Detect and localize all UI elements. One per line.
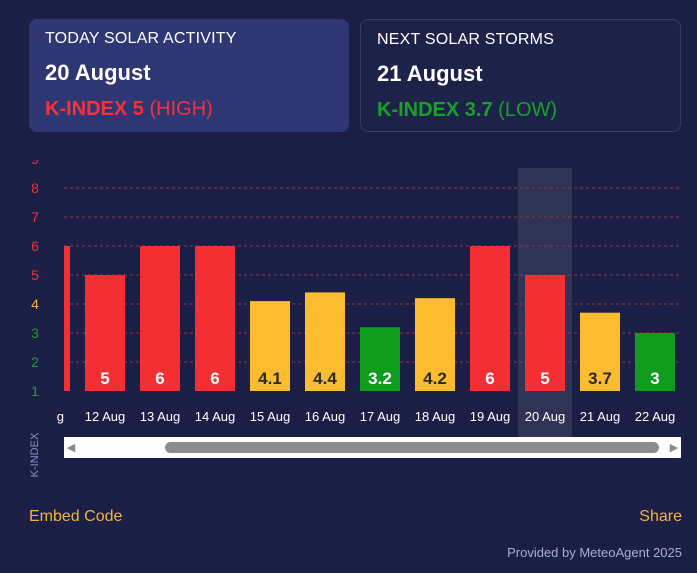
bar <box>85 275 125 391</box>
bar <box>580 312 620 391</box>
next-k-label: K-INDEX <box>377 99 460 121</box>
scroll-left-arrow-icon[interactable]: ◀ <box>66 442 76 454</box>
bar <box>415 298 455 391</box>
bar-value-label: 4.2 <box>423 369 447 388</box>
y-axis-title: K-INDEX <box>29 432 41 477</box>
today-card-date: 20 August <box>45 60 151 85</box>
scrollbar-thumb[interactable] <box>165 442 659 453</box>
x-tick-label: 15 Aug <box>250 409 291 424</box>
x-tick-label: 13 Aug <box>140 409 181 424</box>
today-k-value: 5 <box>132 98 144 120</box>
footer-links: Embed Code Share <box>29 508 682 528</box>
embed-code-link[interactable]: Embed Code <box>29 508 123 525</box>
credit-text: Provided by MeteoAgent 2025 <box>507 545 682 560</box>
chart-svg: 1 2 3 4 5 6 7 8 9 5 12 Aug 6 13 Aug 6 14 Aug 4.1 15 Aug 4… <box>29 160 681 477</box>
bar-value-label: 5 <box>540 369 549 388</box>
next-storms-card: NEXT SOLAR STORMS 21 August K-INDEX 3.7 … <box>360 19 681 132</box>
x-tick-label-partial: g <box>57 409 64 424</box>
x-tick-label: 16 Aug <box>305 409 346 424</box>
bar <box>195 246 235 391</box>
x-tick-label: 18 Aug <box>415 409 456 424</box>
bar <box>525 275 565 391</box>
x-tick-label: 21 Aug <box>580 409 621 424</box>
bar-value-label: 6 <box>485 369 494 388</box>
next-k-value: 3.7 <box>464 99 493 121</box>
bar <box>250 301 290 391</box>
bar <box>140 246 180 391</box>
bar-value-label: 3.7 <box>588 369 612 388</box>
next-k-index: K-INDEX 3.7 (LOW) <box>377 99 664 122</box>
y-tick-label: 5 <box>31 267 39 283</box>
y-tick-label: 8 <box>31 180 39 196</box>
bar <box>64 246 70 391</box>
y-tick-label: 1 <box>31 383 39 399</box>
bar-value-label: 3.2 <box>368 369 392 388</box>
x-tick-label: 12 Aug <box>85 409 126 424</box>
k-index-bar-chart: 1 2 3 4 5 6 7 8 9 5 12 Aug 6 13 Aug 6 14 Aug 4.1 15 Aug 4… <box>0 160 697 490</box>
today-activity-card: TODAY SOLAR ACTIVITY 20 August K-INDEX 5… <box>29 19 349 132</box>
bar-value-label: 5 <box>100 369 109 388</box>
bar <box>305 292 345 391</box>
today-k-index: K-INDEX 5 (HIGH) <box>45 98 333 121</box>
bar-value-label: 4.4 <box>313 369 337 388</box>
chart-scrollbar[interactable]: ◀ ▶ <box>64 437 681 458</box>
bar-value-label: 4.1 <box>258 369 282 388</box>
y-tick-label: 2 <box>31 354 39 370</box>
x-tick-label: 22 Aug <box>635 409 676 424</box>
y-tick-label: 4 <box>31 296 39 312</box>
today-k-level: (HIGH) <box>149 98 213 120</box>
bar-value-label: 6 <box>155 369 164 388</box>
x-tick-label: 14 Aug <box>195 409 236 424</box>
bar <box>470 246 510 391</box>
scroll-right-arrow-icon[interactable]: ▶ <box>669 442 679 454</box>
next-card-date: 21 August <box>377 61 483 86</box>
x-tick-label: 20 Aug <box>525 409 566 424</box>
bar-value-label: 6 <box>210 369 219 388</box>
x-tick-label: 17 Aug <box>360 409 401 424</box>
y-tick-label: 9 <box>31 160 39 167</box>
y-tick-label: 7 <box>31 209 39 225</box>
share-link[interactable]: Share <box>639 508 682 525</box>
next-card-title: NEXT SOLAR STORMS <box>377 31 555 48</box>
bar-value-label: 3 <box>650 369 659 388</box>
bar <box>635 333 675 391</box>
today-k-label: K-INDEX <box>45 98 128 120</box>
today-card-title: TODAY SOLAR ACTIVITY <box>45 30 237 47</box>
y-tick-label: 3 <box>31 325 39 341</box>
bar <box>360 327 400 391</box>
next-k-level: (LOW) <box>498 99 558 121</box>
y-tick-label: 6 <box>31 238 39 254</box>
x-tick-label: 19 Aug <box>470 409 511 424</box>
